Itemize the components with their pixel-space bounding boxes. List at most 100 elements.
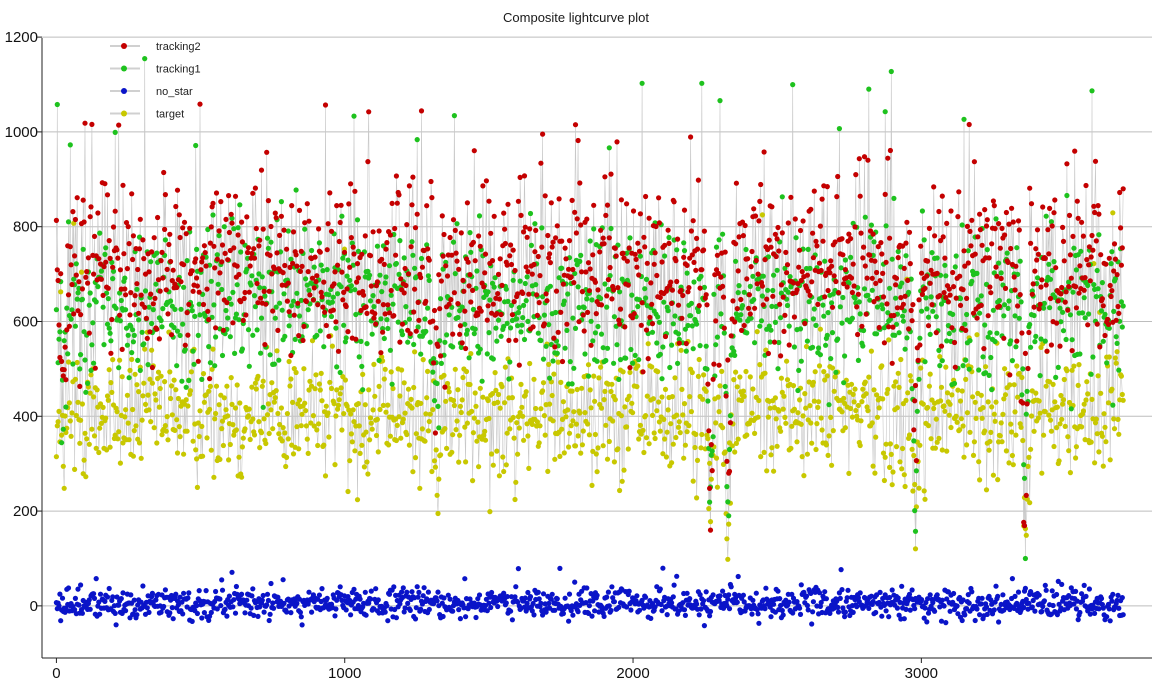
data-point: [457, 432, 463, 438]
data-point: [113, 622, 119, 628]
data-point: [1093, 416, 1099, 422]
data-point: [135, 357, 141, 363]
data-point: [73, 412, 79, 419]
data-point: [227, 334, 233, 340]
data-point: [755, 414, 761, 420]
data-point: [456, 459, 462, 465]
data-point: [527, 226, 533, 232]
data-point: [652, 435, 658, 442]
data-point: [961, 454, 967, 460]
data-point: [231, 245, 237, 251]
data-point: [972, 617, 978, 624]
data-point: [245, 249, 251, 256]
data-point: [274, 250, 280, 256]
data-point: [578, 450, 584, 456]
data-point: [855, 595, 862, 601]
data-point: [585, 421, 591, 427]
data-point: [442, 426, 448, 432]
data-point: [737, 317, 743, 323]
data-point: [777, 301, 783, 307]
data-point: [591, 202, 597, 208]
data-point: [1107, 618, 1113, 624]
data-point: [657, 351, 663, 357]
data-point: [524, 421, 530, 427]
data-point: [281, 227, 287, 233]
data-point: [635, 303, 641, 310]
data-point: [481, 284, 487, 290]
data-point: [963, 376, 969, 382]
data-point: [239, 591, 245, 597]
data-point: [424, 596, 430, 602]
data-point: [167, 610, 173, 616]
data-point: [688, 300, 695, 306]
data-point: [110, 264, 116, 270]
data-point: [463, 614, 469, 620]
data-point: [183, 397, 189, 403]
data-point: [217, 270, 223, 276]
data-point: [528, 242, 535, 248]
data-point: [129, 191, 135, 197]
data-point: [658, 601, 664, 608]
data-point: [444, 380, 451, 387]
data-point: [665, 308, 671, 314]
data-point: [569, 388, 575, 394]
data-point: [805, 246, 811, 252]
data-point: [1041, 432, 1047, 438]
data-point: [874, 331, 880, 337]
data-point: [269, 380, 275, 386]
data-point: [1017, 292, 1023, 298]
data-point: [852, 224, 858, 230]
data-point: [954, 419, 960, 425]
data-point: [349, 240, 355, 246]
data-point: [82, 430, 88, 436]
data-point: [1119, 245, 1125, 251]
data-point: [666, 240, 672, 246]
data-point: [531, 261, 537, 268]
data-point: [154, 440, 160, 446]
data-point: [399, 332, 406, 338]
data-point: [61, 338, 67, 344]
data-point: [514, 316, 520, 322]
data-point: [1012, 313, 1018, 319]
data-point: [427, 411, 433, 417]
data-point: [1057, 305, 1063, 311]
data-point: [472, 326, 478, 332]
data-point: [1115, 416, 1121, 422]
data-point: [172, 306, 178, 312]
data-point: [67, 418, 73, 424]
data-point: [163, 428, 169, 434]
data-point: [384, 240, 390, 246]
data-point: [269, 271, 275, 277]
data-point: [749, 410, 755, 416]
data-point: [824, 332, 830, 338]
data-point: [777, 596, 783, 602]
data-point: [1034, 257, 1040, 263]
data-point: [290, 298, 297, 304]
data-point: [363, 612, 369, 618]
data-point: [880, 294, 887, 300]
data-point: [489, 589, 495, 596]
data-point: [898, 356, 904, 363]
data-point: [65, 219, 72, 225]
data-point: [925, 404, 931, 411]
data-point: [489, 391, 496, 397]
data-point: [957, 295, 964, 302]
data-point: [649, 301, 655, 307]
data-point: [226, 593, 232, 599]
data-point: [779, 194, 785, 200]
data-point: [200, 255, 206, 261]
data-point: [447, 234, 453, 241]
data-point: [974, 606, 980, 612]
data-point: [1116, 605, 1122, 611]
data-point: [201, 399, 207, 405]
data-point: [139, 329, 145, 335]
data-point: [451, 290, 457, 296]
data-point: [308, 420, 314, 426]
data-point: [602, 388, 608, 394]
data-point: [471, 148, 477, 154]
data-point: [890, 324, 896, 330]
data-point: [505, 298, 511, 304]
data-point: [299, 411, 305, 417]
data-point: [457, 323, 463, 329]
data-point: [236, 271, 242, 278]
